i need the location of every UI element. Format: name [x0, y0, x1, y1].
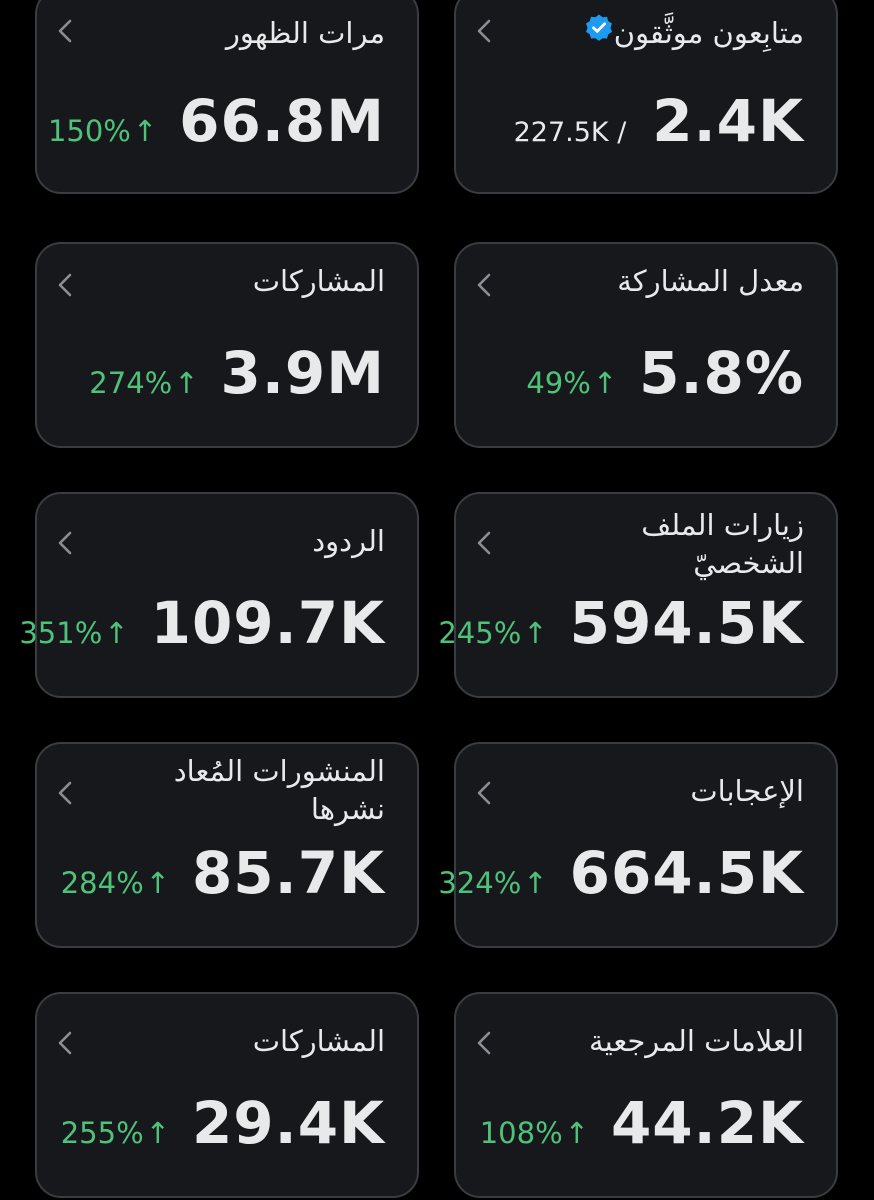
change-indicator: 284%↑ — [60, 866, 170, 900]
card-title: مرات الظهور — [225, 16, 385, 50]
verified-badge-icon — [584, 13, 614, 52]
metric-row: 49%↑ 5.8% — [526, 342, 804, 404]
change-indicator: 351%↑ — [19, 616, 129, 650]
metric-row: 227.5K / 2.4K — [514, 90, 804, 152]
reposts-card[interactable]: المنشورات المُعاد نشرها 284%↑ 85.7K — [35, 742, 419, 948]
arrow-up-icon: ↑ — [564, 1116, 589, 1150]
metric-value: 3.9M — [220, 339, 385, 407]
card-title: المشاركات — [252, 264, 385, 298]
engagements-card[interactable]: المشاركات 274%↑ 3.9M — [35, 242, 419, 448]
metric-value: 66.8M — [179, 87, 385, 155]
arrow-up-icon: ↑ — [145, 866, 170, 900]
change-indicator: 245%↑ — [438, 616, 548, 650]
chevron-left-icon — [55, 272, 77, 298]
arrow-up-icon: ↑ — [523, 616, 548, 650]
total-followers: 227.5K / — [513, 117, 627, 148]
engagement-rate-card[interactable]: معدل المشاركة 49%↑ 5.8% — [454, 242, 838, 448]
chevron-left-icon — [474, 530, 496, 556]
change-indicator: 274%↑ — [89, 366, 199, 400]
change-indicator: 324%↑ — [438, 866, 548, 900]
chevron-left-icon — [474, 18, 496, 44]
metric-row: 351%↑ 109.7K — [19, 592, 385, 654]
change-indicator: 255%↑ — [60, 1116, 170, 1150]
metric-row: 245%↑ 594.5K — [438, 592, 804, 654]
metric-row: 255%↑ 29.4K — [61, 1092, 385, 1154]
metric-value: 594.5K — [569, 589, 804, 657]
bookmarks-card[interactable]: العلامات المرجعية 108%↑ 44.2K — [454, 992, 838, 1198]
arrow-up-icon: ↑ — [132, 114, 158, 148]
metric-value: 85.7K — [191, 839, 385, 907]
change-indicator: 108%↑ — [479, 1116, 589, 1150]
arrow-up-icon: ↑ — [523, 866, 548, 900]
arrow-up-icon: ↑ — [145, 1116, 170, 1150]
metric-value: 5.8% — [639, 339, 804, 407]
chevron-left-icon — [55, 1030, 77, 1056]
chevron-left-icon — [55, 780, 77, 806]
metric-row: 324%↑ 664.5K — [438, 842, 804, 904]
metric-value: 44.2K — [610, 1089, 804, 1157]
card-title: العلامات المرجعية — [589, 1024, 804, 1058]
profile-visits-card[interactable]: زيارات الملف الشخصيّ 245%↑ 594.5K — [438, 492, 838, 698]
change-indicator: 150%↑ — [47, 114, 158, 148]
card-title: الردود — [312, 524, 385, 558]
card-title: زيارات الملف الشخصيّ — [641, 508, 804, 580]
metric-row: 150%↑ 66.8M — [48, 90, 385, 152]
chevron-left-icon — [55, 18, 77, 44]
replies-card[interactable]: الردود 351%↑ 109.7K — [19, 492, 419, 698]
card-title: المشاركات — [252, 1024, 385, 1058]
card-title: معدل المشاركة — [617, 264, 804, 298]
arrow-up-icon: ↑ — [174, 366, 199, 400]
metric-row: 108%↑ 44.2K — [480, 1092, 804, 1154]
change-indicator: 49%↑ — [526, 366, 618, 400]
chevron-left-icon — [474, 272, 496, 298]
metric-row: 284%↑ 85.7K — [61, 842, 385, 904]
likes-card[interactable]: الإعجابات 324%↑ 664.5K — [438, 742, 838, 948]
metric-value: 664.5K — [569, 839, 804, 907]
card-title: الإعجابات — [690, 774, 804, 808]
metric-value: 2.4K — [652, 87, 804, 155]
arrow-up-icon: ↑ — [592, 366, 618, 400]
chevron-left-icon — [474, 780, 496, 806]
metric-value: 109.7K — [150, 589, 385, 657]
metric-row: 274%↑ 3.9M — [89, 342, 385, 404]
chevron-left-icon — [474, 1030, 496, 1056]
metric-value: 29.4K — [191, 1089, 385, 1157]
chevron-left-icon — [55, 530, 77, 556]
verified-followers-card[interactable]: متابِعون موثَّقون 227.5K / 2.4K — [454, 0, 838, 194]
card-title: المنشورات المُعاد نشرها — [173, 754, 385, 826]
arrow-up-icon: ↑ — [104, 616, 129, 650]
card-title: متابِعون موثَّقون — [514, 14, 804, 55]
shares-card[interactable]: المشاركات 255%↑ 29.4K — [35, 992, 419, 1198]
impressions-card[interactable]: مرات الظهور 150%↑ 66.8M — [35, 0, 419, 194]
